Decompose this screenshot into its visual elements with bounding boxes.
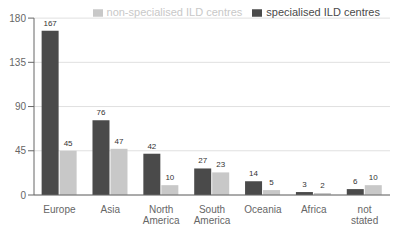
svg-text:Africa: Africa [301, 204, 327, 215]
svg-text:42: 42 [147, 142, 156, 151]
svg-text:NorthAmerica: NorthAmerica [143, 204, 180, 226]
svg-text:Oceania: Oceania [244, 204, 282, 215]
svg-text:27: 27 [198, 156, 207, 165]
svg-text:45: 45 [15, 145, 27, 156]
svg-text:0: 0 [20, 190, 26, 201]
svg-text:notstated: notstated [351, 204, 378, 226]
svg-text:23: 23 [216, 160, 225, 169]
svg-text:2: 2 [320, 181, 325, 190]
svg-text:45: 45 [64, 139, 73, 148]
svg-text:10: 10 [165, 173, 174, 182]
svg-text:5: 5 [269, 178, 274, 187]
svg-text:Europe: Europe [43, 204, 76, 215]
svg-text:6: 6 [353, 177, 358, 186]
html-text:specialised ILD centres: specialised ILD centres [266, 6, 380, 18]
svg-text:Asia: Asia [101, 204, 121, 215]
svg-text:76: 76 [97, 108, 106, 117]
svg-text:SouthAmerica: SouthAmerica [194, 204, 231, 226]
svg-text:10: 10 [369, 173, 378, 182]
svg-text:167: 167 [43, 19, 57, 28]
svg-text:180: 180 [9, 13, 26, 24]
svg-text:135: 135 [9, 57, 26, 68]
svg-text:3: 3 [302, 180, 307, 189]
svg-text:90: 90 [15, 101, 27, 112]
svg-text:14: 14 [249, 169, 258, 178]
svg-text:47: 47 [115, 137, 124, 146]
html-text:non-specialised ILD centres: non-specialised ILD centres [106, 6, 243, 18]
